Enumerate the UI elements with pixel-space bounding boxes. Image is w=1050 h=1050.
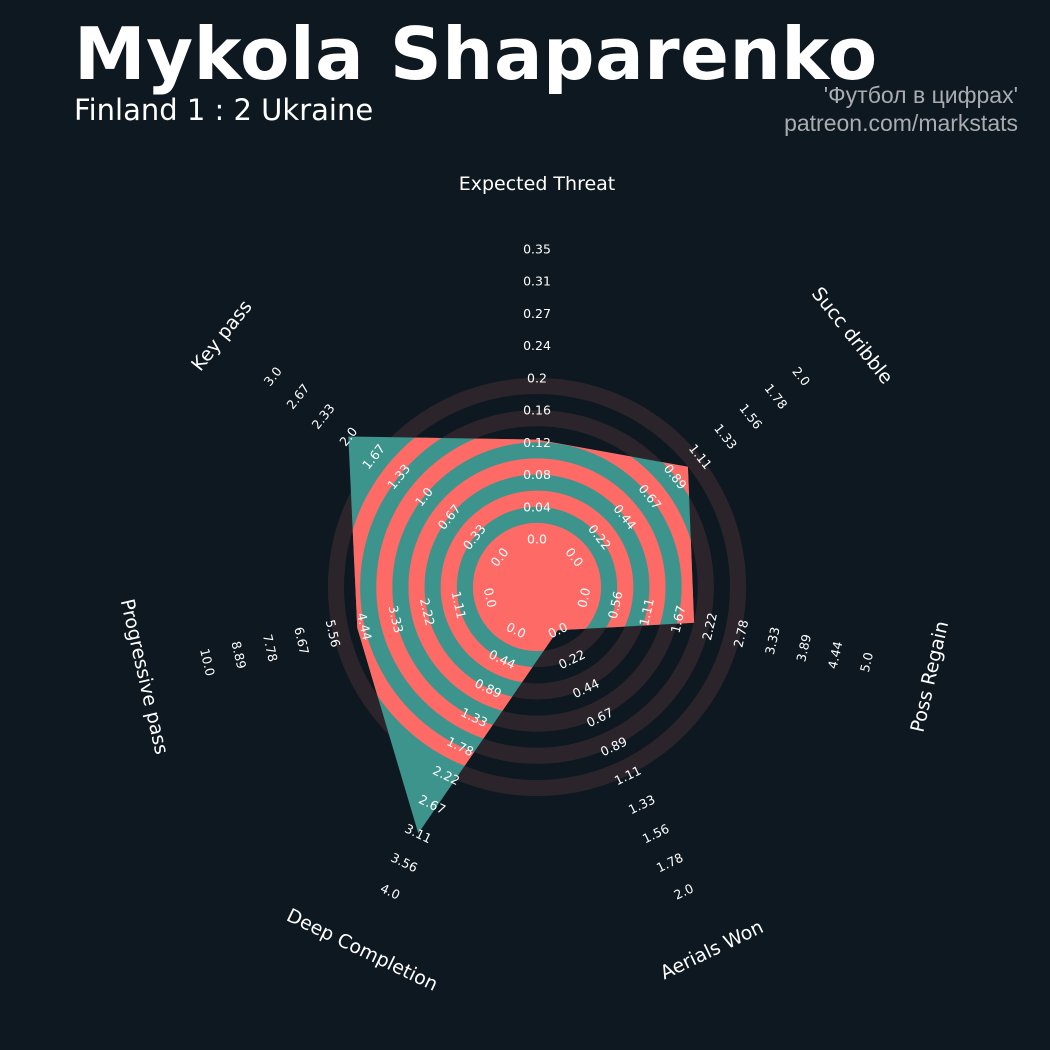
tick-label: 1.56 (640, 821, 672, 847)
tick-label: 4.0 (378, 880, 402, 902)
tick-label: 3.11 (403, 821, 435, 847)
tick-label: 10.0 (197, 647, 218, 678)
tick-label: 0.35 (523, 242, 551, 257)
chart-title: Mykola Shaparenko (74, 12, 878, 96)
tick-label: 3.89 (793, 633, 814, 664)
radar-bands (348, 436, 695, 780)
credit-link: patreon.com/markstats (784, 110, 1018, 136)
tick-label: 1.11 (636, 597, 657, 627)
tick-label: 3.0 (261, 364, 285, 389)
tick-label: 0.0 (527, 532, 547, 547)
parameter-label: Progressive pass (116, 597, 173, 757)
tick-label: 0.12 (523, 435, 551, 450)
tick-label: 0.16 (523, 403, 551, 418)
tick-label: 2.0 (671, 880, 695, 902)
parameter-label: Deep Completion (283, 904, 441, 995)
tick-label: 2.0 (789, 364, 813, 389)
parameter-label: Key pass (187, 296, 257, 375)
tick-label: 1.67 (668, 604, 689, 634)
chart-subtitle: Finland 1 : 2 Ukraine (74, 93, 374, 127)
tick-label: 0.27 (523, 306, 551, 321)
tick-label: 1.56 (736, 401, 765, 432)
tick-label: 0.2 (527, 370, 547, 385)
tick-label: 1.78 (654, 850, 686, 876)
tick-label: 0.56 (605, 590, 626, 621)
parameter-label: Poss Regain (907, 619, 954, 734)
tick-label: 0.08 (523, 467, 551, 482)
tick-label: 4.44 (825, 640, 846, 671)
tick-label: 0.24 (523, 338, 551, 353)
tick-label: 0.0 (574, 586, 593, 609)
tick-label: 1.33 (711, 421, 740, 452)
tick-label: 8.89 (228, 640, 249, 671)
tick-label: 3.33 (386, 604, 407, 634)
tick-label: 0.31 (523, 274, 551, 289)
tick-label: 2.67 (283, 381, 312, 412)
tick-label: 1.78 (762, 381, 791, 412)
radar-polygon-group (348, 436, 695, 834)
radar-band (472, 522, 602, 652)
tick-label: 4.44 (354, 611, 375, 642)
parameter-label: Succ dribble (807, 283, 897, 388)
tick-label: 3.33 (762, 625, 783, 655)
tick-label: 0.04 (523, 499, 551, 514)
tick-label: 6.67 (291, 625, 312, 655)
tick-label: 2.22 (699, 611, 720, 641)
parameter-label: Expected Threat (459, 173, 616, 195)
tick-label: 1.33 (626, 792, 658, 818)
tick-label: 2.78 (730, 618, 751, 649)
tick-label: 0.0 (481, 586, 500, 609)
tick-label: 5.0 (857, 651, 876, 674)
credit-text: 'Футбол в цифрах' (823, 82, 1018, 108)
tick-label: 2.33 (309, 401, 338, 432)
tick-label: 1.11 (448, 590, 469, 620)
tick-label: 2.22 (417, 597, 438, 627)
parameter-label: Aerials Won (657, 916, 767, 984)
tick-label: 3.56 (389, 850, 421, 876)
tick-label: 7.78 (260, 633, 281, 664)
tick-label: 5.56 (323, 618, 344, 649)
